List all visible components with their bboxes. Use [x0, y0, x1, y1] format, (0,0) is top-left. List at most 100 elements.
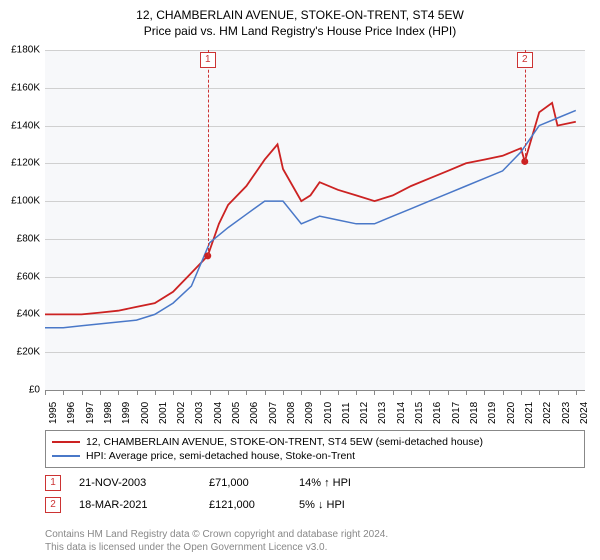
chart-container: 12, CHAMBERLAIN AVENUE, STOKE-ON-TRENT, …: [0, 0, 600, 560]
x-tick: [301, 390, 302, 395]
x-axis-label: 2001: [158, 402, 169, 424]
y-axis-label: £80K: [17, 233, 40, 244]
x-axis-label: 2003: [194, 402, 205, 424]
x-axis-label: 2010: [323, 402, 334, 424]
chart-title: 12, CHAMBERLAIN AVENUE, STOKE-ON-TRENT, …: [0, 0, 600, 22]
x-axis-label: 2021: [524, 402, 535, 424]
legend-item-2: HPI: Average price, semi-detached house,…: [52, 449, 578, 463]
x-axis-label: 2016: [432, 402, 443, 424]
series-price_paid: [45, 103, 576, 315]
x-tick: [100, 390, 101, 395]
x-axis-label: 2019: [487, 402, 498, 424]
x-tick: [411, 390, 412, 395]
sale-hpi: 5% ↓ HPI: [299, 499, 389, 511]
x-axis-label: 1998: [103, 402, 114, 424]
y-axis-label: £0: [29, 385, 40, 396]
x-tick: [173, 390, 174, 395]
y-axis-label: £60K: [17, 271, 40, 282]
x-tick: [118, 390, 119, 395]
x-axis-label: 2017: [451, 402, 462, 424]
x-tick: [191, 390, 192, 395]
x-axis-label: 2005: [231, 402, 242, 424]
x-axis-label: 2007: [268, 402, 279, 424]
x-tick: [466, 390, 467, 395]
y-axis-label: £140K: [11, 120, 40, 131]
x-axis-label: 2023: [561, 402, 572, 424]
x-tick: [82, 390, 83, 395]
x-tick: [539, 390, 540, 395]
x-tick: [521, 390, 522, 395]
x-tick: [356, 390, 357, 395]
footer-line-1: Contains HM Land Registry data © Crown c…: [45, 528, 388, 541]
sales-table: 1 21-NOV-2003 £71,000 14% ↑ HPI 2 18-MAR…: [45, 472, 389, 516]
table-row: 2 18-MAR-2021 £121,000 5% ↓ HPI: [45, 494, 389, 516]
x-axis-label: 2006: [249, 402, 260, 424]
legend-label-1: 12, CHAMBERLAIN AVENUE, STOKE-ON-TRENT, …: [86, 436, 483, 448]
sale-marker-2: 2: [45, 497, 61, 513]
y-axis-label: £180K: [11, 45, 40, 56]
x-axis-label: 2009: [304, 402, 315, 424]
x-tick: [558, 390, 559, 395]
marker-box-1: 1: [200, 52, 216, 68]
sale-price: £121,000: [209, 499, 299, 511]
legend-item-1: 12, CHAMBERLAIN AVENUE, STOKE-ON-TRENT, …: [52, 435, 578, 449]
y-axis-label: £120K: [11, 158, 40, 169]
sale-hpi: 14% ↑ HPI: [299, 477, 389, 489]
chart-subtitle: Price paid vs. HM Land Registry's House …: [0, 22, 600, 38]
x-axis-label: 1999: [121, 402, 132, 424]
x-axis-label: 2015: [414, 402, 425, 424]
x-tick: [338, 390, 339, 395]
x-axis-label: 2022: [542, 402, 553, 424]
x-axis-label: 2004: [213, 402, 224, 424]
x-axis-label: 2018: [469, 402, 480, 424]
sale-price: £71,000: [209, 477, 299, 489]
x-axis-label: 2011: [341, 402, 352, 424]
x-axis-label: 2000: [140, 402, 151, 424]
line-series: [45, 50, 585, 390]
series-hpi: [45, 110, 576, 327]
x-axis-label: 2014: [396, 402, 407, 424]
x-tick: [246, 390, 247, 395]
x-tick: [228, 390, 229, 395]
legend-swatch-1: [52, 441, 80, 443]
x-axis-label: 2012: [359, 402, 370, 424]
x-tick: [503, 390, 504, 395]
marker-vline-1: [208, 50, 209, 256]
x-tick: [448, 390, 449, 395]
x-axis-label: 1997: [85, 402, 96, 424]
x-tick: [265, 390, 266, 395]
x-tick: [429, 390, 430, 395]
x-tick: [283, 390, 284, 395]
x-tick: [155, 390, 156, 395]
x-axis-label: 1996: [66, 402, 77, 424]
legend-swatch-2: [52, 455, 80, 457]
x-axis-label: 2008: [286, 402, 297, 424]
footer-line-2: This data is licensed under the Open Gov…: [45, 541, 388, 554]
x-tick: [393, 390, 394, 395]
footer-attribution: Contains HM Land Registry data © Crown c…: [45, 528, 388, 554]
x-tick: [576, 390, 577, 395]
y-axis-label: £100K: [11, 196, 40, 207]
legend-label-2: HPI: Average price, semi-detached house,…: [86, 450, 355, 462]
table-row: 1 21-NOV-2003 £71,000 14% ↑ HPI: [45, 472, 389, 494]
sale-date: 18-MAR-2021: [79, 499, 209, 511]
y-axis-label: £160K: [11, 82, 40, 93]
x-tick: [210, 390, 211, 395]
x-tick: [374, 390, 375, 395]
x-tick: [63, 390, 64, 395]
chart-area: £0£20K£40K£60K£80K£100K£120K£140K£160K£1…: [45, 50, 585, 390]
sale-date: 21-NOV-2003: [79, 477, 209, 489]
legend: 12, CHAMBERLAIN AVENUE, STOKE-ON-TRENT, …: [45, 430, 585, 468]
x-axis-label: 2020: [506, 402, 517, 424]
y-axis-label: £20K: [17, 347, 40, 358]
marker-box-2: 2: [517, 52, 533, 68]
x-axis-label: 2024: [579, 402, 590, 424]
x-axis-label: 1995: [48, 402, 59, 424]
x-axis-label: 2013: [377, 402, 388, 424]
x-tick: [320, 390, 321, 395]
x-tick: [137, 390, 138, 395]
x-tick: [484, 390, 485, 395]
x-tick: [45, 390, 46, 395]
x-axis-label: 2002: [176, 402, 187, 424]
y-axis-label: £40K: [17, 309, 40, 320]
